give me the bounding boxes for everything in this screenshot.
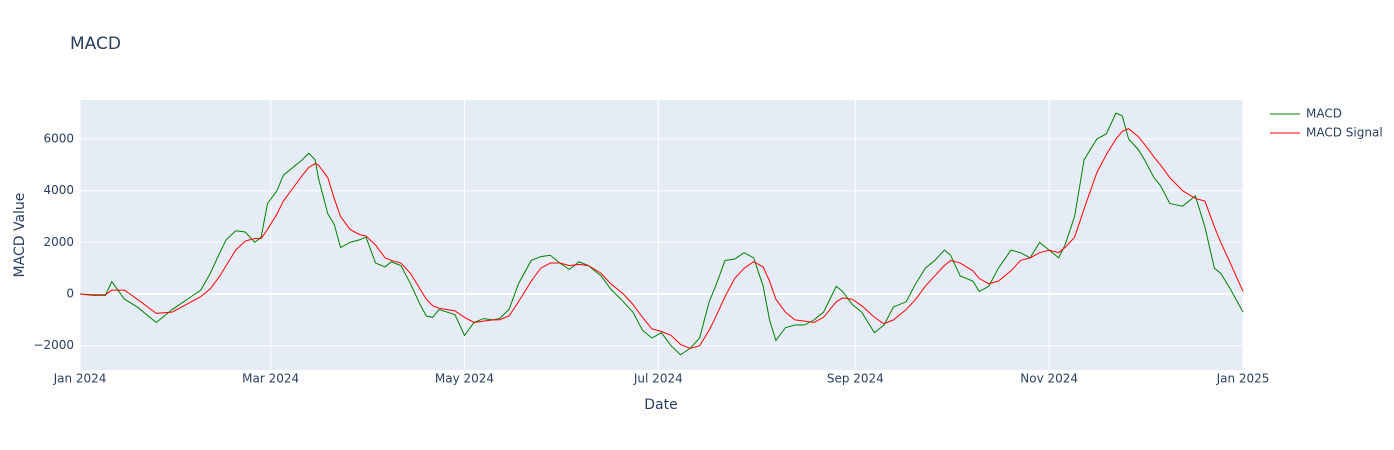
y-tick-label: 6000	[43, 132, 74, 146]
line	[79, 112, 1244, 356]
chart-title: MACD	[70, 34, 121, 54]
x-tick-label: Sep 2024	[827, 372, 884, 386]
x-tick-label: May 2024	[435, 372, 494, 386]
x-tick-label: Jan 2024	[53, 372, 107, 386]
x-tick-label: Jul 2024	[633, 372, 683, 386]
x-tick-label: Nov 2024	[1020, 372, 1078, 386]
line	[79, 128, 1244, 349]
y-tick-label: 2000	[43, 235, 74, 249]
x-tick-label: Jan 2025	[1216, 372, 1270, 386]
y-tick-label: 4000	[43, 183, 74, 197]
y-axis-title: MACD Value	[12, 193, 28, 278]
legend-label: MACD	[1306, 107, 1342, 121]
x-tick-label: Mar 2024	[242, 372, 299, 386]
legend-label: MACD Signal	[1306, 126, 1383, 140]
y-tick-label: 0	[66, 287, 74, 301]
y-tick-label: −2000	[33, 338, 74, 352]
x-axis-title: Date	[644, 397, 677, 413]
